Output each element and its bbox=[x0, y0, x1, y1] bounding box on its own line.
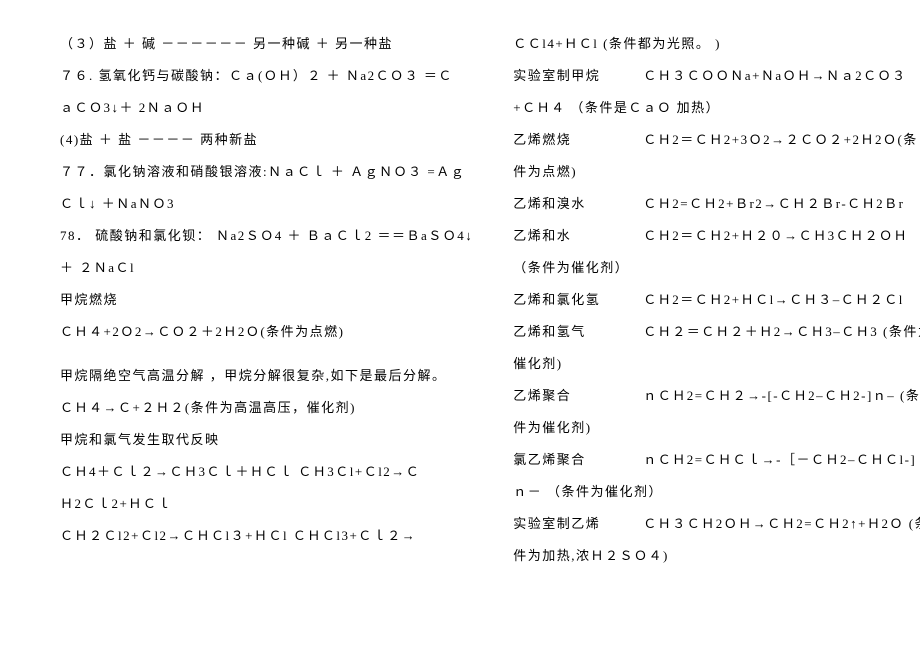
text-line: 甲烷隔绝空气高温分解 ，甲烷分解很复杂,如下是最后分解。 bbox=[60, 360, 473, 392]
text-line: 乙烯和氯化氢ＣＨ2＝ＣＨ2+ＨＣl→ＣＨ３–ＣＨ２Ｃl bbox=[513, 284, 920, 316]
text-line: ｎ－ （条件为催化剂） bbox=[513, 476, 920, 508]
text-line: ａＣＯ3↓＋ 2ＮａＯＨ bbox=[60, 92, 473, 124]
text-line: ＣＨ4＋Ｃｌ２→ＣＨ3Ｃｌ＋ＨＣｌ ＣＨ3Ｃl+Ｃl2→Ｃ bbox=[60, 456, 473, 488]
text-line: 78． 硫酸钠和氯化钡： Ｎa2ＳＯ4 ＋ ＢａＣｌ2 ＝＝ＢaＳＯ4↓ bbox=[60, 220, 473, 252]
text-line: 乙烯和水ＣＨ2＝ＣＨ2+Ｈ２０→ＣＨ3ＣＨ２ＯＨ bbox=[513, 220, 920, 252]
text-line: 实验室制甲烷ＣＨ３ＣＯＯＮa+ＮaＯＨ→Ｎａ2ＣＯ３ bbox=[513, 60, 920, 92]
text-line: ＣＨ２Ｃl2+Ｃl2→ＣＨＣl３+ＨＣl ＣＨＣl3+Ｃｌ２→ bbox=[60, 520, 473, 552]
left-column: （３）盐 ＋ 碱 －－－－－－ 另一种碱 ＋ 另一种盐 ７６. 氢氧化钙与碳酸钠… bbox=[60, 28, 473, 623]
right-column: ＣＣl4+ＨＣl (条件都为光照。 ) 实验室制甲烷ＣＨ３ＣＯＯＮa+ＮaＯＨ→… bbox=[513, 28, 920, 623]
text-line: （条件为催化剂） bbox=[513, 252, 920, 284]
text-line: ＣＨ４→Ｃ+２Ｈ２(条件为高温高压，催化剂) bbox=[60, 392, 473, 424]
text-line: 件为加热,浓Ｈ２ＳＯ４) bbox=[513, 540, 920, 572]
text-line: 乙烯燃烧ＣＨ2＝ＣＨ2+3Ｏ2→２ＣＯ２+2Ｈ2Ｏ(条 bbox=[513, 124, 920, 156]
text-line: （３）盐 ＋ 碱 －－－－－－ 另一种碱 ＋ 另一种盐 bbox=[60, 28, 473, 60]
text-line: ７６. 氢氧化钙与碳酸钠：Ｃａ(ＯＨ）２ ＋ Ｎa2ＣＯ３ ＝Ｃ bbox=[60, 60, 473, 92]
text-line: ７７．氯化钠溶液和硝酸银溶液:ＮａＣｌ ＋ ＡｇＮＯ３ =Ａｇ bbox=[60, 156, 473, 188]
text-line: Ｃｌ↓ ＋ＮaＮＯ3 bbox=[60, 188, 473, 220]
text-line: 乙烯聚合ｎＣＨ2=ＣＨ２→-[-ＣＨ2–ＣＨ2-]ｎ– (条 bbox=[513, 380, 920, 412]
text-line: Ｈ2Ｃｌ2+ＨＣｌ bbox=[60, 488, 473, 520]
spacer bbox=[60, 348, 473, 360]
text-line: 件为催化剂) bbox=[513, 412, 920, 444]
text-line: ＣＣl4+ＨＣl (条件都为光照。 ) bbox=[513, 28, 920, 60]
text-line: 件为点燃) bbox=[513, 156, 920, 188]
text-line: 催化剂) bbox=[513, 348, 920, 380]
text-line: +ＣＨ４ （条件是ＣａＯ 加热） bbox=[513, 92, 920, 124]
text-line: ＣＨ４+2Ｏ2→ＣＯ２＋2Ｈ2Ｏ(条件为点燃) bbox=[60, 316, 473, 348]
text-line: 乙烯和溴水ＣＨ2=ＣＨ2+Ｂr2→ＣＨ２Ｂr-ＣＨ2Ｂr bbox=[513, 188, 920, 220]
text-line: (4)盐 ＋ 盐 －－－－ 两种新盐 bbox=[60, 124, 473, 156]
text-line: ＋ ２ＮaＣl bbox=[60, 252, 473, 284]
text-line: 甲烷燃烧 bbox=[60, 284, 473, 316]
text-line: 乙烯和氢气ＣＨ２＝ＣＨ２＋Ｈ2→ＣＨ3–ＣＨ3 (条件为 bbox=[513, 316, 920, 348]
text-line: 实验室制乙烯ＣＨ３ＣＨ2ＯＨ→ＣＨ2=ＣＨ2↑+Ｈ2Ｏ (条 bbox=[513, 508, 920, 540]
text-line: 甲烷和氯气发生取代反映 bbox=[60, 424, 473, 456]
text-line: 氯乙烯聚合ｎＣＨ2=ＣＨＣｌ→-［－ＣＨ2–ＣＨＣl-] bbox=[513, 444, 920, 476]
